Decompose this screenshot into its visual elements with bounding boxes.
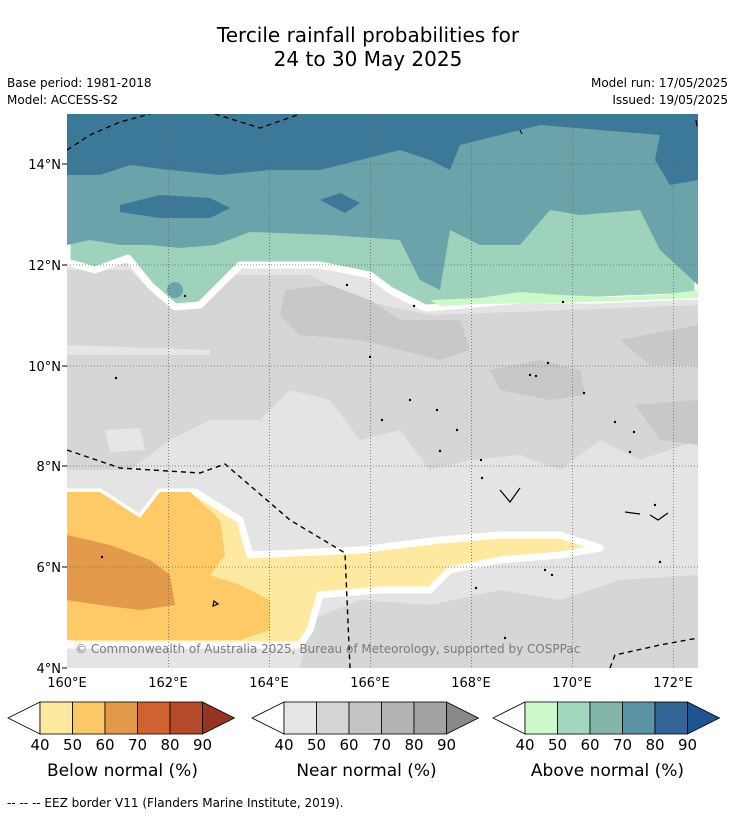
near-normal-label: Near normal (%) xyxy=(296,761,437,781)
colorbar-2-segment-2 xyxy=(589,701,623,735)
model-name: Model: ACCESS-S2 xyxy=(7,93,119,107)
copyright-notice: © Commonwealth of Australia 2025, Bureau… xyxy=(75,642,580,656)
above-normal-70-island xyxy=(120,195,230,218)
colorbar-1-tick-4: 80 xyxy=(404,736,423,754)
colorbar-0-segment-2 xyxy=(104,701,138,735)
near-normal-40-patch xyxy=(105,428,145,452)
colorbar-2-max-arrow xyxy=(687,701,721,735)
colorbar-0-tick-4: 80 xyxy=(160,736,179,754)
below-normal-label: Below normal (%) xyxy=(47,761,198,781)
colorbar-2-segment-3 xyxy=(622,701,656,735)
colorbar-2-tick-5: 90 xyxy=(678,736,697,754)
axis-ticks xyxy=(62,163,67,669)
grid-lines xyxy=(67,114,698,668)
near-normal-60-patch-d xyxy=(635,400,698,445)
colorbar-1-segment-1 xyxy=(316,701,350,735)
lon-label-172E: 172°E xyxy=(653,676,693,691)
colorbar-1-tick-1: 50 xyxy=(307,736,326,754)
colorbar-2-segment-1 xyxy=(557,701,591,735)
near-normal-60-patch-b xyxy=(490,360,585,400)
colorbar-1-tick-0: 40 xyxy=(274,736,293,754)
colorbar-0-segment-4 xyxy=(169,701,203,735)
map-layers xyxy=(67,114,698,668)
colorbar-2-tick-0: 40 xyxy=(515,736,534,754)
colorbars: 40 50 60 70 80 90 40 50 60 70 80 90 40 50 60 70 80 90 xyxy=(7,701,721,754)
above-normal-70-island-b xyxy=(320,193,360,213)
colorbar-0-tick-5: 90 xyxy=(193,736,212,754)
lat-label-14N: 14°N xyxy=(28,158,61,173)
colorbar-2-tick-1: 50 xyxy=(548,736,567,754)
lat-label-8N: 8°N xyxy=(37,460,62,475)
colorbar-1-min-arrow xyxy=(251,701,285,735)
colorbar-0-tick-1: 50 xyxy=(63,736,82,754)
map-title-line2: 24 to 30 May 2025 xyxy=(273,47,463,71)
colorbar-1-tick-5: 90 xyxy=(437,736,456,754)
colorbar-0-segment-1 xyxy=(72,701,106,735)
colorbar-2-segment-4 xyxy=(654,701,688,735)
lat-label-4N: 4°N xyxy=(37,662,62,677)
colorbar-0-segment-0 xyxy=(39,701,73,735)
issued-date: Issued: 19/05/2025 xyxy=(612,93,728,107)
colorbar-1-segment-2 xyxy=(348,701,382,735)
eez-borders xyxy=(67,114,698,668)
lon-label-166E: 166°E xyxy=(350,676,390,691)
colorbar-2-tick-4: 80 xyxy=(645,736,664,754)
colorbar-0-tick-2: 60 xyxy=(95,736,114,754)
lon-label-170E: 170°E xyxy=(552,676,592,691)
colorbar-2-tick-2: 60 xyxy=(580,736,599,754)
islands xyxy=(212,119,698,607)
below-normal-60-region xyxy=(67,535,175,610)
near-normal-60-patch-a xyxy=(280,285,470,360)
near-normal-50-region xyxy=(67,270,698,470)
above-normal-label: Above normal (%) xyxy=(530,761,685,781)
colorbar-0-tick-0: 40 xyxy=(30,736,49,754)
near-normal-40-strip xyxy=(67,345,210,355)
near-normal-60-patch-c xyxy=(620,325,698,365)
eez-footnote: -- -- -- EEZ border V11 (Flanders Marine… xyxy=(7,796,344,810)
colorbar-1-segment-3 xyxy=(381,701,415,735)
above-normal-70-region xyxy=(67,114,698,185)
lon-label-168E: 168°E xyxy=(451,676,491,691)
lon-label-160E: 160°E xyxy=(47,676,87,691)
colorbar-0-segment-3 xyxy=(137,701,171,735)
colorbar-0-tick-3: 70 xyxy=(128,736,147,754)
colorbar-1-tick-2: 60 xyxy=(339,736,358,754)
colorbar-2-segment-0 xyxy=(524,701,558,735)
colorbar-2-tick-3: 70 xyxy=(613,736,632,754)
above-normal-40-lightgreen xyxy=(430,290,698,306)
colorbar-1-segment-4 xyxy=(413,701,447,735)
above-normal-60-spot xyxy=(167,282,183,298)
lat-label-12N: 12°N xyxy=(28,259,61,274)
island-dots xyxy=(100,283,662,640)
colorbar-0-max-arrow xyxy=(202,701,236,735)
lat-label-6N: 6°N xyxy=(37,561,62,576)
colorbar-1-tick-3: 70 xyxy=(372,736,391,754)
near-normal-50-south xyxy=(300,575,698,668)
base-period: Base period: 1981-2018 xyxy=(7,76,152,90)
colorbar-0-min-arrow xyxy=(7,701,41,735)
model-run: Model run: 17/05/2025 xyxy=(590,76,728,90)
lon-label-162E: 162°E xyxy=(148,676,188,691)
lon-label-164E: 164°E xyxy=(249,676,289,691)
colorbar-1-max-arrow xyxy=(446,701,480,735)
colorbar-2-min-arrow xyxy=(492,701,526,735)
colorbar-1-segment-0 xyxy=(283,701,317,735)
lat-label-10N: 10°N xyxy=(28,360,61,375)
map-title-line1: Tercile rainfall probabilities for xyxy=(216,23,520,47)
